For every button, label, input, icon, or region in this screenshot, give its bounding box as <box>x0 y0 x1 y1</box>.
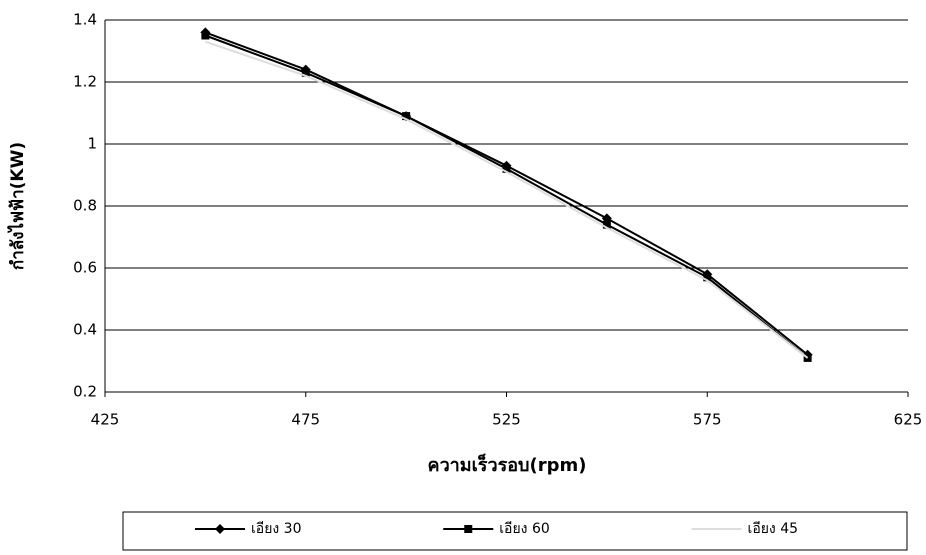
point <box>402 112 411 121</box>
x-tick-label: 625 <box>894 411 923 429</box>
x-tick-label: 525 <box>492 411 521 429</box>
x-tick-label: 425 <box>91 411 120 429</box>
point <box>301 68 310 77</box>
point <box>703 273 712 282</box>
point <box>464 525 473 533</box>
y-tick-label: 0.4 <box>73 321 97 339</box>
x-axis-label: ความเร็วรอบ(rpm) <box>428 453 587 476</box>
y-tick-label: 1.4 <box>73 11 97 29</box>
series-line <box>205 40 809 359</box>
point <box>502 164 511 173</box>
series-line <box>205 34 809 359</box>
y-tick-label: 1.2 <box>73 73 97 91</box>
y-axis-label: กำลังไฟฟ้า(KW) <box>7 142 28 270</box>
x-tick-label: 475 <box>291 411 320 429</box>
legend-label: เอียง 60 <box>499 521 550 537</box>
legend-box <box>122 511 908 551</box>
legend: เอียง 30 เอียง 60 เอียง 45 <box>122 511 908 551</box>
y-tick-label: 0.6 <box>73 259 97 277</box>
legend-label: เอียง 45 <box>748 521 799 537</box>
x-tick-label: 575 <box>693 411 722 429</box>
y-tick-label: 0.8 <box>73 197 97 215</box>
legend-label: เอียง 30 <box>251 521 302 537</box>
point <box>602 220 611 229</box>
point <box>215 524 225 534</box>
y-tick-label: 0.2 <box>73 383 97 401</box>
y-tick-label: 1 <box>87 135 97 153</box>
point <box>201 31 210 40</box>
series-line <box>205 31 809 356</box>
